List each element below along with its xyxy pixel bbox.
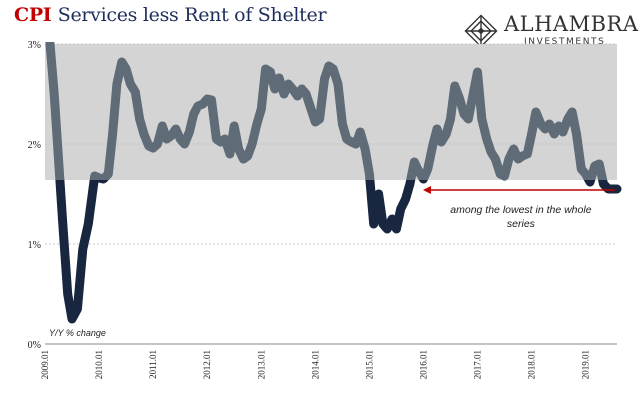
x-tick-label: 2014.01	[310, 350, 320, 379]
logo-name: ALHAMBRA	[504, 12, 639, 36]
y-tick-label: 0%	[28, 340, 41, 351]
annotation-text-line2: series	[507, 218, 536, 230]
x-tick-label: 2015.01	[364, 350, 374, 379]
y-tick-label: 3%	[28, 40, 41, 51]
x-tick-label: 2013.01	[256, 350, 266, 379]
x-tick-label: 2010.01	[94, 350, 104, 379]
chart-title: CPI Services less Rent of Shelter	[14, 4, 327, 26]
series-line-above-threshold	[45, 42, 608, 180]
y-tick-label: 2%	[28, 140, 41, 151]
y-tick-label: 1%	[28, 240, 41, 251]
x-tick-label: 2009.01	[40, 350, 50, 379]
annotation-text-line1: among the lowest in the whole	[450, 204, 591, 216]
y-axis-label: Y/Y % change	[49, 328, 106, 338]
x-tick-label: 2011.01	[148, 350, 158, 379]
x-tick-label: 2018.01	[527, 350, 537, 379]
y-tick-labels: 0% 1% 2% 3%	[28, 40, 41, 351]
annotation-arrowhead	[422, 186, 431, 194]
alhambra-logo: ALHAMBRA INVESTMENTS	[462, 10, 639, 52]
logo-sub: INVESTMENTS	[524, 37, 606, 47]
title-cpi: CPI	[14, 4, 52, 26]
x-tick-label: 2016.01	[418, 350, 428, 379]
gridlines	[45, 43, 617, 245]
x-tick-label: 2012.01	[202, 350, 212, 379]
x-tick-label: 2017.01	[473, 350, 483, 379]
diamond-icon	[464, 14, 498, 48]
x-tick-label: 2019.01	[581, 350, 591, 379]
title-rest: Services less Rent of Shelter	[57, 4, 327, 26]
x-tick-labels: 2009.01 2010.01 2011.01 2012.01 2013.01 2014.…	[40, 350, 591, 379]
